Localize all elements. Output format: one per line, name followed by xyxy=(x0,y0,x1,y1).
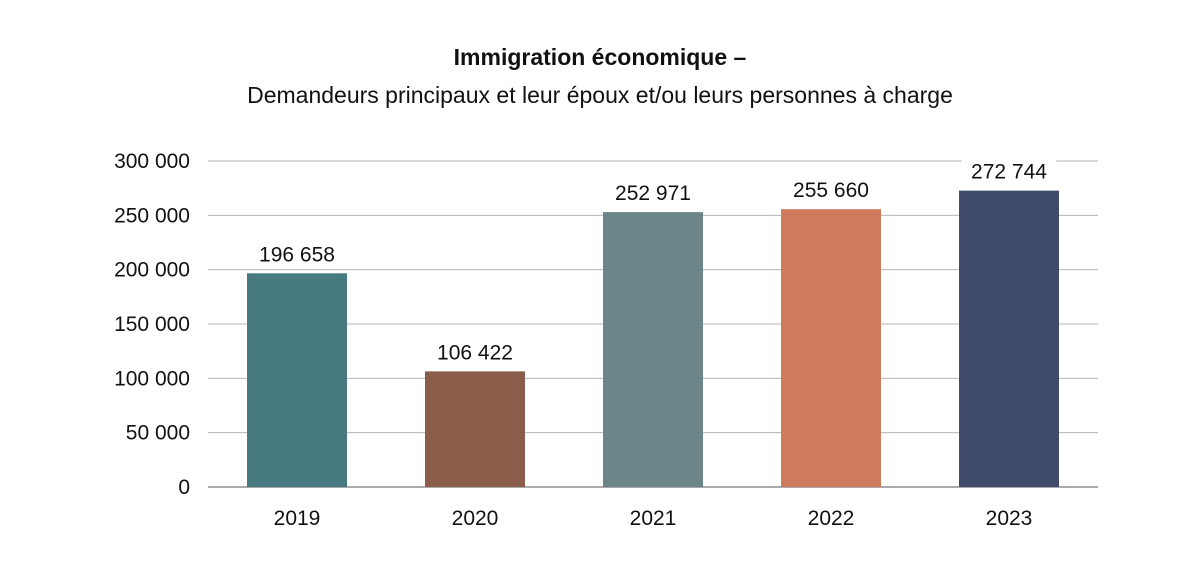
x-tick-label: 2022 xyxy=(808,507,855,530)
x-tick-label: 2023 xyxy=(986,507,1033,530)
data-label-background xyxy=(249,239,345,268)
y-tick-label: 300 000 xyxy=(114,150,190,173)
chart-subtitle: Demandeurs principaux et leur époux et/o… xyxy=(247,82,953,108)
bar xyxy=(247,273,347,487)
chart-title: Immigration économique – xyxy=(453,44,747,70)
bar xyxy=(425,371,525,487)
data-label: 106 422 xyxy=(437,341,513,364)
data-label: 255 660 xyxy=(793,179,869,202)
data-label: 252 971 xyxy=(615,182,691,205)
x-tick-label: 2019 xyxy=(274,507,321,530)
y-tick-label: 0 xyxy=(178,476,190,499)
data-label-background xyxy=(961,156,1057,185)
y-tick-label: 50 000 xyxy=(126,422,190,445)
x-tick-label: 2021 xyxy=(630,507,677,530)
bar xyxy=(781,209,881,487)
y-tick-label: 150 000 xyxy=(114,313,190,336)
data-label: 196 658 xyxy=(259,243,335,266)
y-tick-label: 200 000 xyxy=(114,259,190,282)
data-label-background xyxy=(605,178,701,207)
bar xyxy=(603,212,703,487)
x-tick-label: 2020 xyxy=(452,507,499,530)
y-tick-label: 250 000 xyxy=(114,204,190,227)
data-label: 272 744 xyxy=(971,161,1047,184)
y-tick-label: 100 000 xyxy=(114,367,190,390)
data-label-background xyxy=(427,337,523,366)
data-label-background xyxy=(783,175,879,204)
bar xyxy=(959,190,1059,488)
